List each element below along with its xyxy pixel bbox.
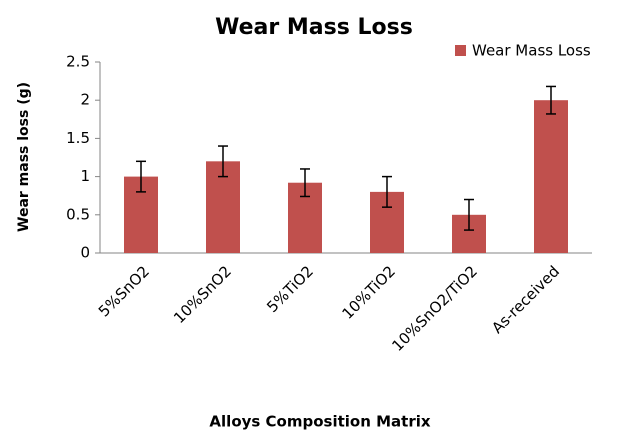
y-tick-label: 0	[80, 244, 90, 262]
x-tick-label: As-received	[488, 262, 563, 337]
x-tick-label: 10%TiO2	[339, 262, 400, 323]
x-tick-label: 5%TiO2	[263, 262, 317, 316]
y-tick-label: 2	[80, 91, 90, 109]
y-axis-label: Wear mass loss (g)	[16, 82, 32, 232]
legend-label: Wear Mass Loss	[472, 42, 591, 60]
x-tick-label: 10%SnO2	[170, 262, 235, 327]
y-tick-label: 1	[80, 167, 90, 185]
x-axis-label: Alloys Composition Matrix	[209, 413, 430, 431]
legend-swatch	[455, 45, 466, 56]
y-tick-label: 0.5	[66, 205, 90, 223]
y-tick-label: 1.5	[66, 129, 90, 147]
y-tick-label: 2.5	[66, 53, 90, 71]
x-tick-label: 5%SnO2	[95, 262, 153, 320]
x-tick-label: 10%SnO2/TiO2	[388, 262, 481, 355]
chart-title: Wear Mass Loss	[215, 15, 413, 40]
bar	[534, 100, 568, 253]
